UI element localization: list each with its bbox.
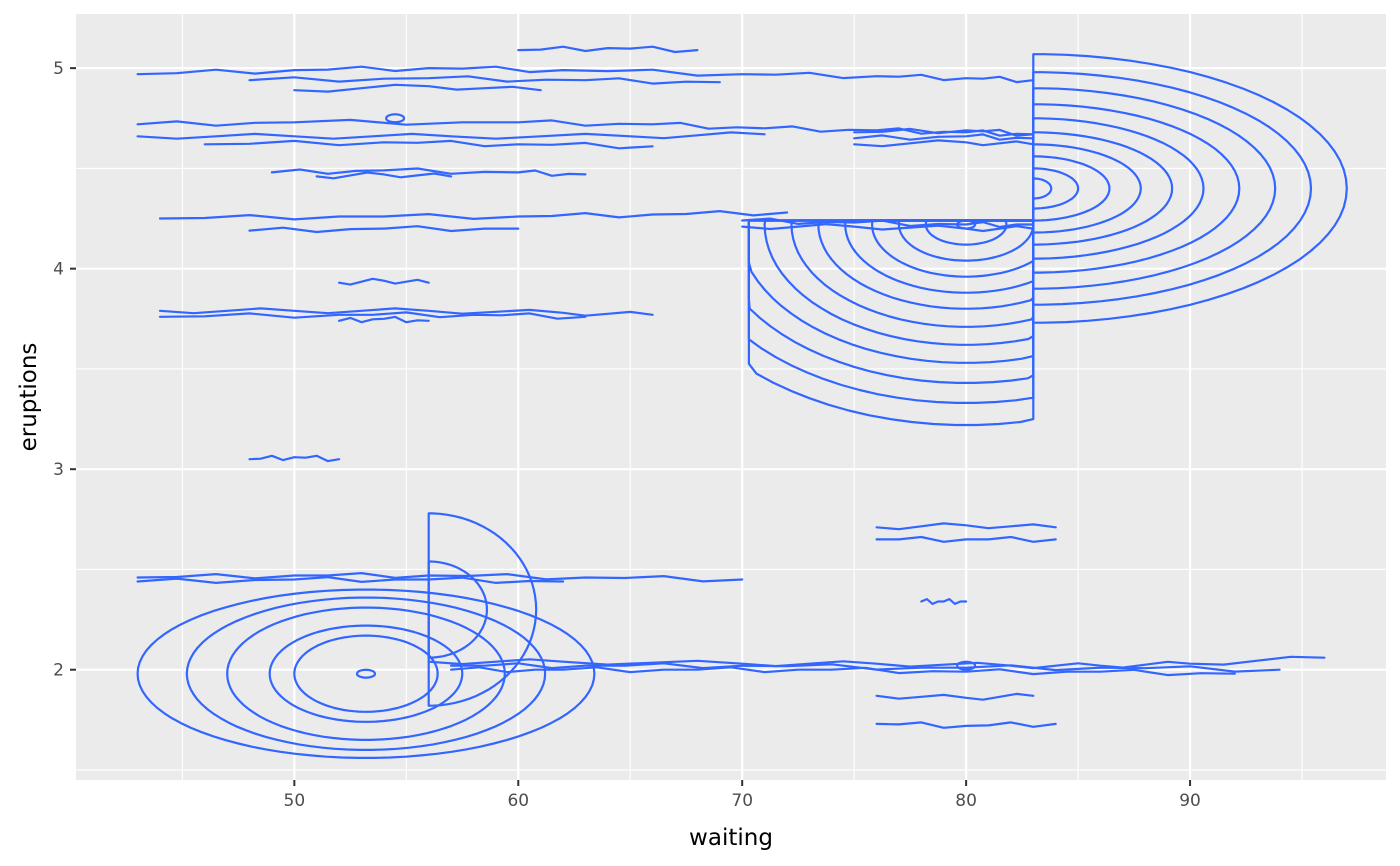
y-tick-label: 5	[53, 59, 64, 79]
contour-ring	[427, 560, 488, 659]
contour-line	[875, 692, 1035, 701]
contour-line	[136, 65, 1035, 84]
contour-line	[875, 535, 1057, 543]
contour-ring	[924, 219, 1008, 246]
contour-line	[293, 83, 542, 93]
contour-line	[203, 139, 654, 150]
contour-ring	[293, 634, 439, 713]
contour-line	[875, 721, 1057, 729]
contour-line	[853, 139, 1035, 148]
y-tick-label: 3	[53, 460, 64, 480]
contour-line	[248, 225, 520, 234]
y-tick-label: 4	[53, 260, 64, 280]
contour-ring	[1032, 177, 1053, 200]
x-tick-label: 70	[731, 791, 753, 811]
contour-line	[875, 522, 1057, 531]
contour-line	[450, 666, 1236, 677]
contour-line	[158, 307, 654, 317]
contour-ring	[226, 606, 506, 742]
contour-ring	[268, 624, 464, 723]
contour-line	[338, 277, 430, 286]
contour-line	[741, 217, 1035, 229]
contour-line	[517, 45, 699, 54]
density-peak-contour	[956, 219, 977, 230]
y-tick-label: 2	[53, 661, 64, 681]
contour-line	[920, 597, 968, 606]
x-axis-title: waiting	[689, 825, 773, 851]
x-axis-ticks: 50 60 70 80 90	[284, 780, 1201, 811]
contour-line	[315, 171, 453, 180]
contour-ring	[185, 596, 547, 752]
contour-line	[248, 454, 341, 463]
x-tick-label: 90	[1179, 791, 1201, 811]
density-peak-contour	[956, 660, 977, 671]
density-peak-contour	[385, 113, 406, 124]
contour-line	[741, 223, 1035, 233]
x-tick-label: 60	[507, 791, 529, 811]
contour-lines	[136, 45, 1348, 760]
density-peak-contour	[355, 668, 377, 679]
contour-ring	[136, 588, 596, 760]
contour-line	[158, 311, 587, 320]
x-tick-label: 80	[955, 791, 977, 811]
contour-line	[853, 127, 1035, 137]
x-tick-label: 50	[284, 791, 306, 811]
contour-line	[450, 662, 1281, 673]
y-axis-title: eruptions	[16, 343, 42, 452]
contour-line	[338, 315, 430, 324]
contour-line	[270, 167, 587, 177]
contour-line	[248, 75, 721, 85]
contour-line	[853, 133, 1035, 141]
y-axis-ticks: 2 3 4 5	[53, 59, 76, 681]
contour-line	[136, 131, 766, 140]
contour-line	[136, 575, 565, 585]
contour-line	[158, 210, 789, 221]
